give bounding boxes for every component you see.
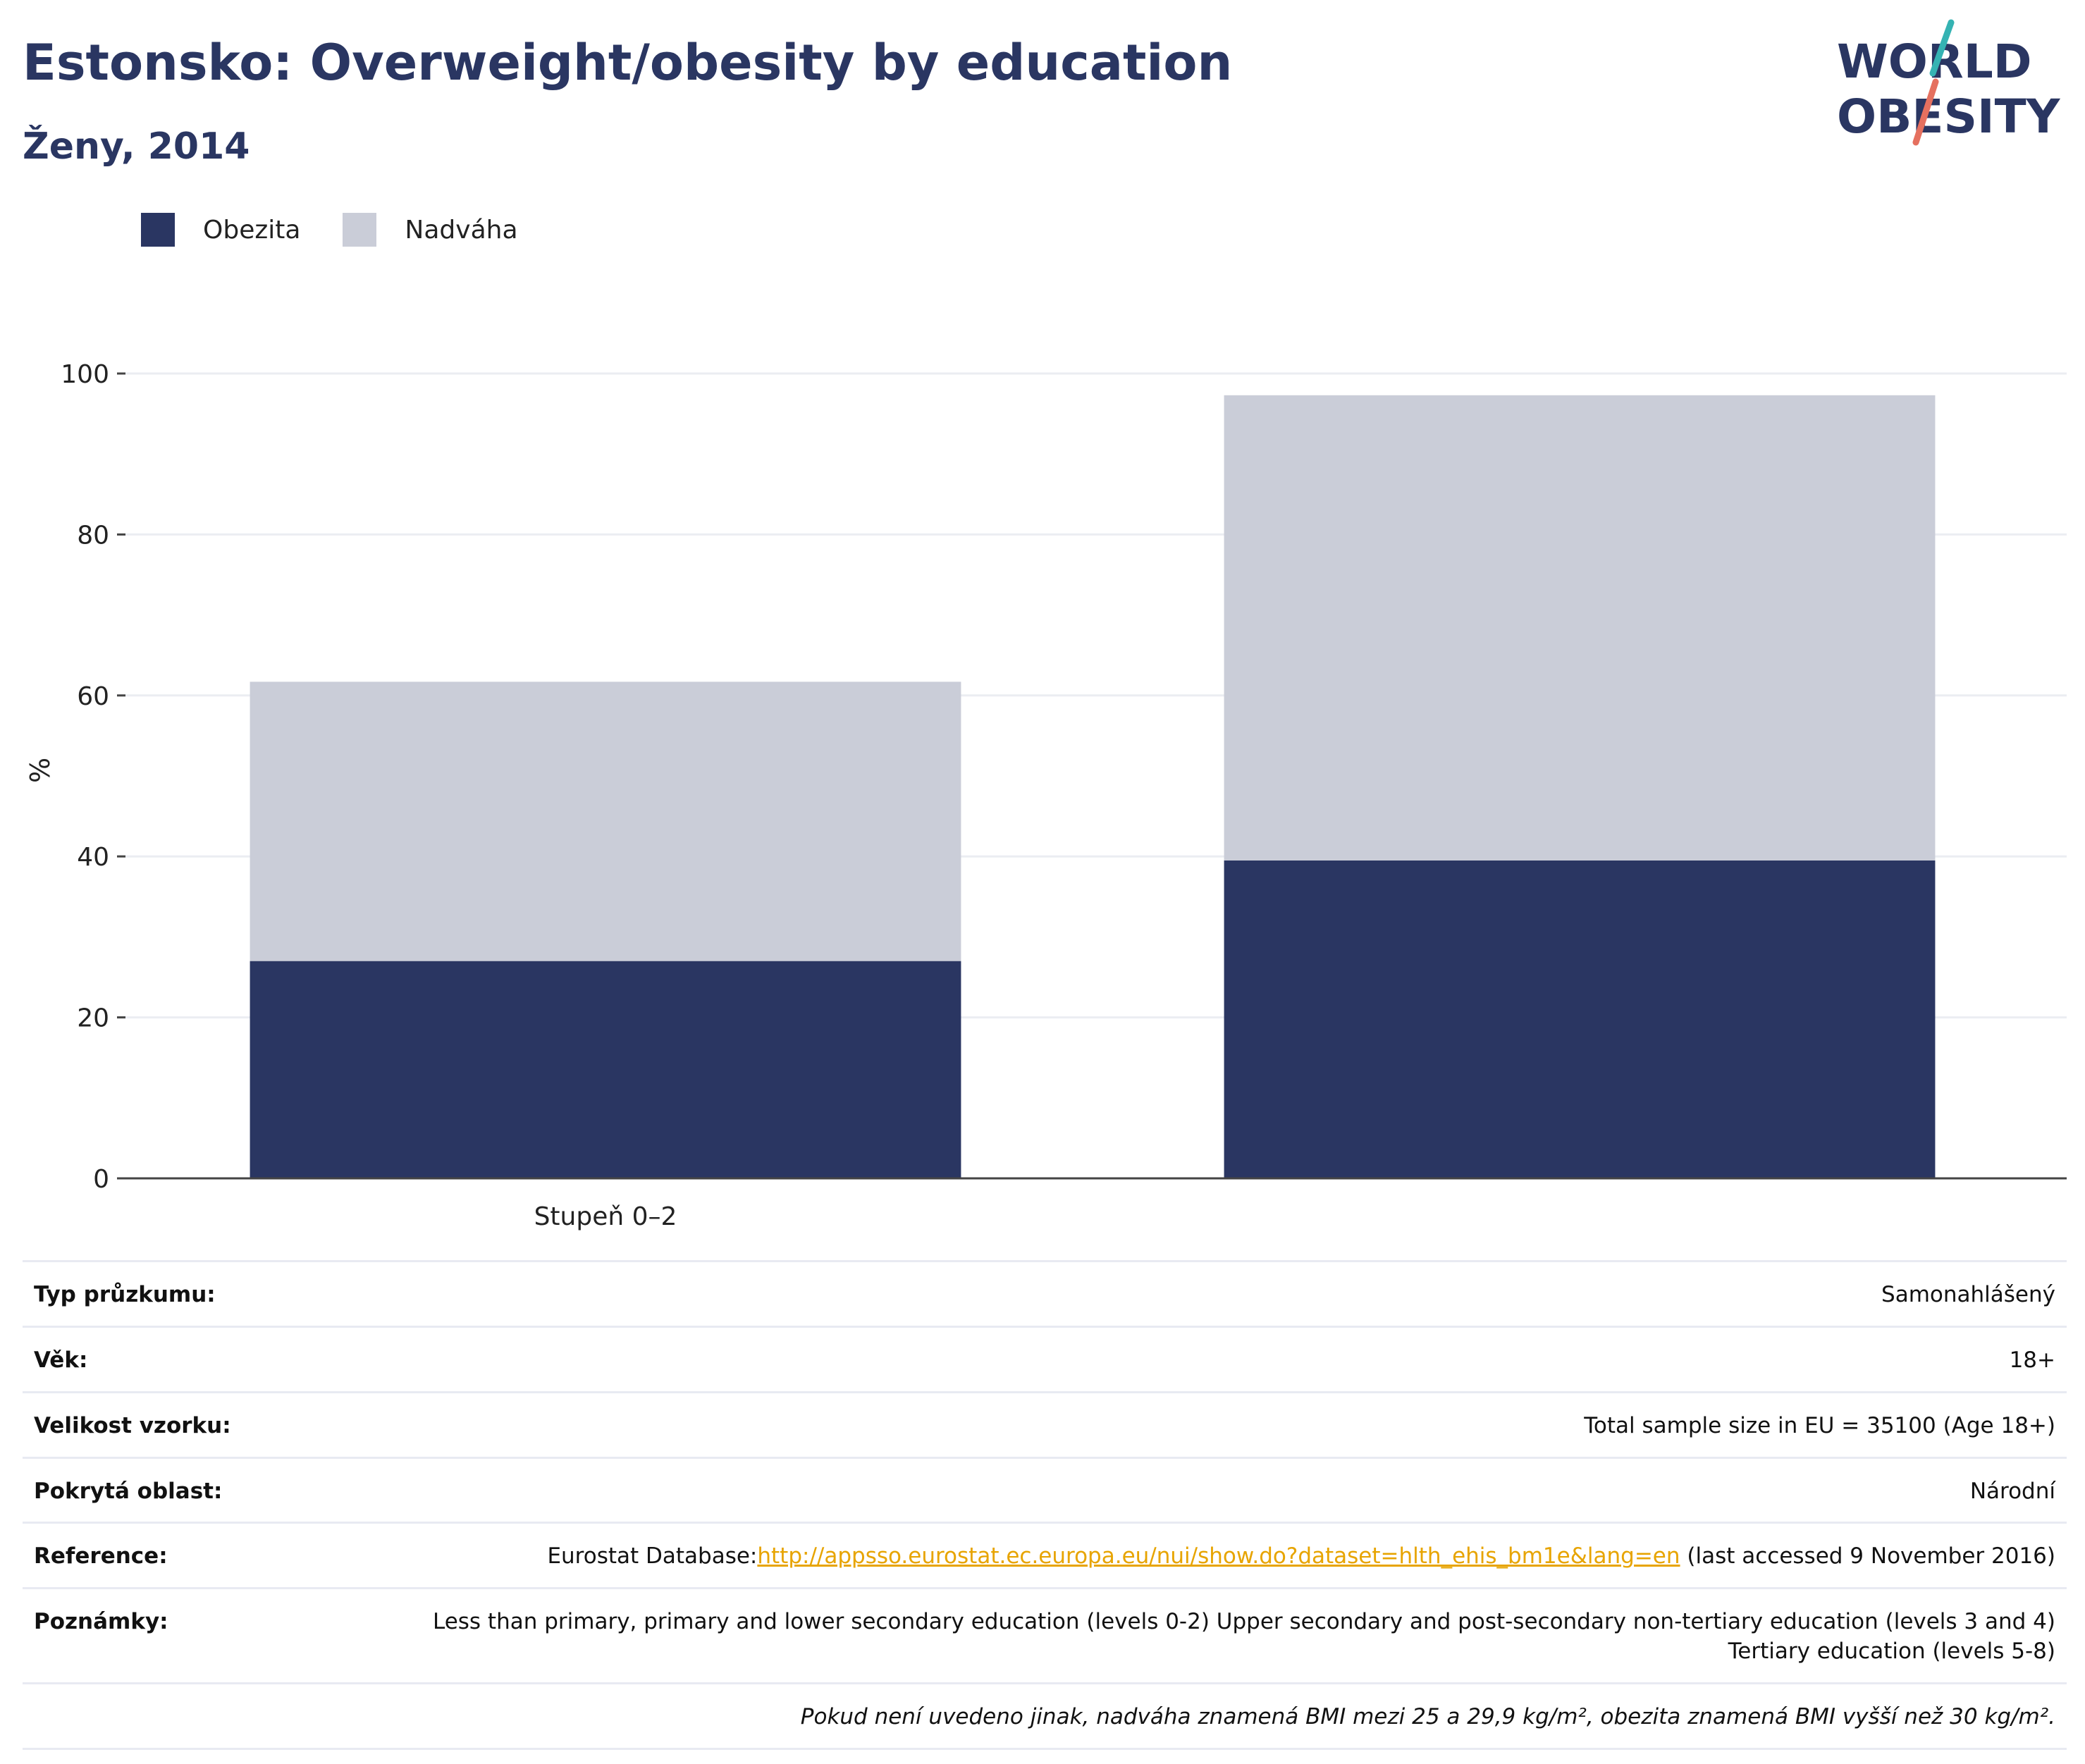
legend-swatch-obezita	[141, 213, 175, 247]
y-tick-label: 60	[77, 682, 109, 711]
info-row-reference: Reference: Eurostat Database:http://apps…	[23, 1523, 2067, 1589]
chart-title: Estonsko: Overweight/obesity by educatio…	[23, 34, 1233, 92]
info-label-notes: Poznámky:	[34, 1609, 168, 1635]
bmi-footnote: Pokud není uvedeno jinak, nadváha znamen…	[800, 1703, 2055, 1729]
legend-swatch-nadvaha	[343, 213, 377, 247]
info-value-age: 18+	[2009, 1347, 2055, 1373]
legend-label-obezita: Obezita	[203, 215, 301, 245]
info-value-area: Národní	[1969, 1478, 2055, 1504]
logo-slash-coral	[1912, 78, 1939, 146]
chart-subtitle: Ženy, 2014	[23, 125, 250, 168]
chart-legend: Obezita Nadváha	[141, 209, 560, 251]
logo-line-obesity: OBESITY	[1837, 90, 2061, 144]
legend-item-obezita[interactable]: Obezita	[141, 213, 300, 247]
logo-slash-teal	[1929, 19, 1955, 77]
info-value-sample-size: Total sample size in EU = 35100 (Age 18+…	[1584, 1412, 2055, 1438]
info-table: Typ průzkumu: Samonahlášený Věk: 18+ Vel…	[23, 1260, 2067, 1750]
bars	[250, 395, 1936, 1178]
y-axis-label: %	[25, 758, 56, 783]
bar-nadv-ha-1[interactable]	[1224, 395, 1936, 861]
reference-link[interactable]: http://appsso.eurostat.ec.europa.eu/nui/…	[757, 1543, 1680, 1569]
info-row-footnote: Pokud není uvedeno jinak, nadváha znamen…	[23, 1683, 2067, 1749]
legend-item-nadvaha[interactable]: Nadváha	[343, 213, 518, 247]
x-tick-label: Stupeň 0–2	[534, 1202, 677, 1231]
info-row-survey-type: Typ průzkumu: Samonahlášený	[23, 1261, 2067, 1327]
info-label-age: Věk:	[34, 1347, 88, 1373]
reference-prefix: Eurostat Database:	[547, 1543, 758, 1569]
info-value-survey-type: Samonahlášený	[1881, 1282, 2055, 1307]
y-tick-label: 100	[61, 360, 109, 389]
info-row-age: Věk: 18+	[23, 1326, 2067, 1393]
info-label-survey-type: Typ průzkumu:	[34, 1282, 216, 1307]
info-label-area: Pokrytá oblast:	[34, 1478, 223, 1504]
y-tick-label: 40	[77, 843, 109, 872]
info-value-notes: Less than primary, primary and lower sec…	[432, 1609, 2055, 1665]
bar-obezita-0[interactable]	[250, 961, 961, 1178]
world-obesity-logo: WORLD OBESITY	[1837, 19, 2061, 146]
reference-suffix: (last accessed 9 November 2016)	[1680, 1543, 2055, 1569]
info-row-notes: Poznámky: Less than primary, primary and…	[23, 1589, 2067, 1684]
info-row-area: Pokrytá oblast: Národní	[23, 1457, 2067, 1523]
bar-nadv-ha-0[interactable]	[250, 681, 961, 961]
y-tick-label: 20	[77, 1004, 109, 1033]
legend-label-nadvaha: Nadváha	[405, 215, 518, 245]
info-label-reference: Reference:	[34, 1543, 168, 1569]
bar-chart: 0 20 40 60 80 100 Stupeň 0–2 %	[25, 360, 2067, 1231]
info-row-sample-size: Velikost vzorku: Total sample size in EU…	[23, 1392, 2067, 1458]
info-value-reference: Eurostat Database:http://appsso.eurostat…	[341, 1523, 2067, 1589]
y-tick-label: 80	[77, 521, 109, 550]
y-tick-label: 0	[93, 1165, 109, 1194]
info-label-sample-size: Velikost vzorku:	[34, 1412, 231, 1438]
bar-obezita-1[interactable]	[1224, 860, 1936, 1178]
axes: 0 20 40 60 80 100 Stupeň 0–2	[61, 360, 2067, 1231]
